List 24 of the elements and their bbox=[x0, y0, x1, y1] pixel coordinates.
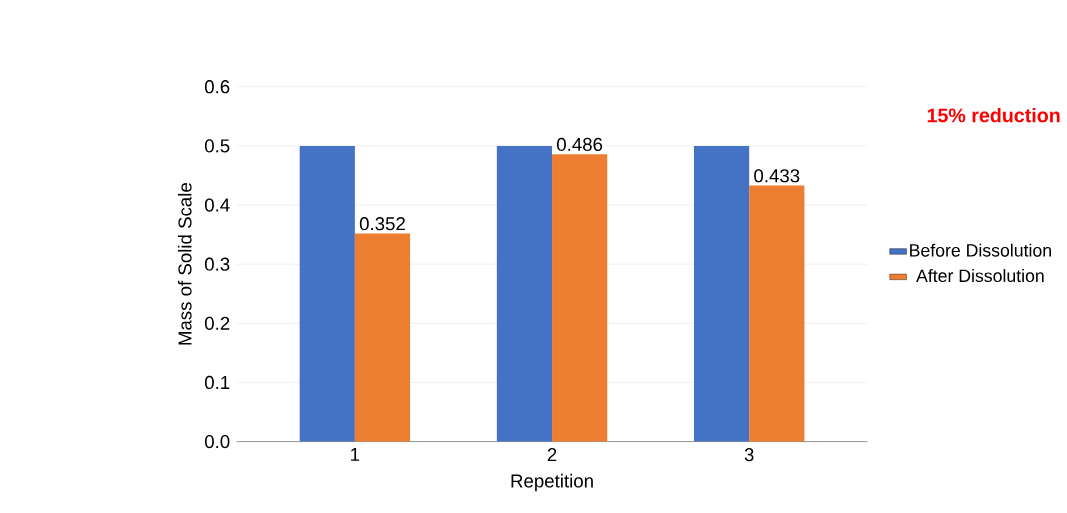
bar bbox=[496, 146, 553, 442]
y-tick-label: 0.1 bbox=[204, 376, 230, 390]
bar bbox=[749, 185, 805, 442]
x-tick-label: 1 bbox=[351, 448, 360, 462]
legend-label: After Dissolution bbox=[916, 269, 1044, 283]
data-label: 0.486 bbox=[557, 138, 603, 152]
data-label: 0.433 bbox=[754, 169, 800, 183]
bar bbox=[299, 146, 355, 442]
text: 15% reduction bbox=[927, 108, 1060, 123]
y-tick-label: 0.0 bbox=[204, 435, 230, 449]
y-axis-title: Mass of Solid Scale bbox=[177, 183, 192, 345]
bar bbox=[693, 146, 750, 442]
x-tick-label: 3 bbox=[744, 448, 754, 462]
y-tick-label: 0.4 bbox=[204, 198, 230, 212]
bar bbox=[552, 154, 608, 442]
x-axis-title: Repetition bbox=[511, 474, 593, 492]
x-tick-label: 2 bbox=[547, 448, 557, 462]
y-tick-label: 0.5 bbox=[204, 139, 230, 153]
data-label: 0.352 bbox=[359, 217, 405, 231]
y-tick-label: 0.6 bbox=[204, 80, 230, 94]
bar bbox=[354, 233, 411, 442]
y-tick-label: 0.2 bbox=[204, 316, 230, 331]
legend-label: Before Dissolution bbox=[910, 243, 1051, 257]
y-tick-label: 0.3 bbox=[204, 257, 230, 271]
